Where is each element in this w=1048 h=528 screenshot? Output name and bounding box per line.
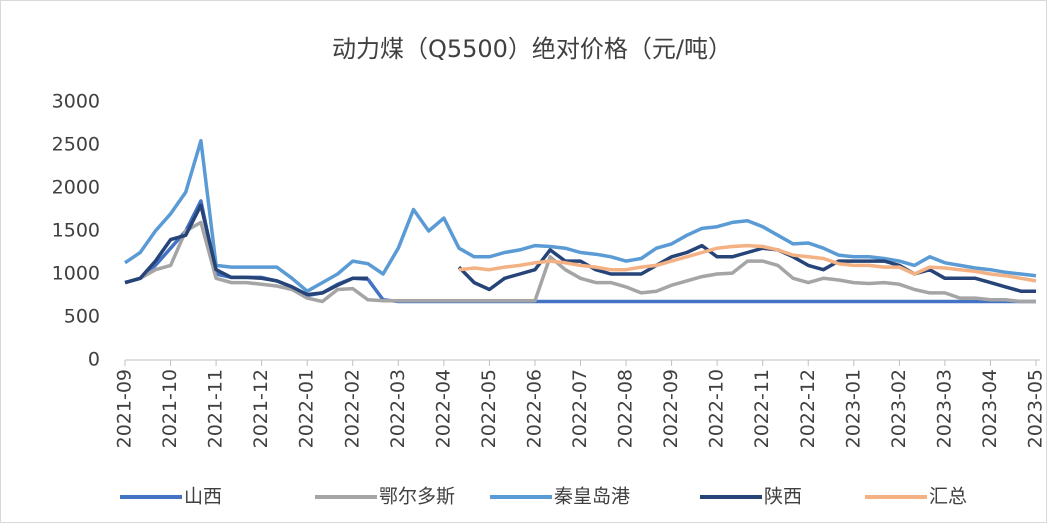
legend-label: 鄂尔多斯 [379,486,455,508]
x-tick-label: 2022-05 [478,369,500,448]
chart-title: 动力煤（Q5500）绝对价格（元/吨） [332,35,732,63]
x-tick-label: 2023-03 [933,369,955,448]
legend-label: 汇总 [929,486,967,508]
y-tick-label: 500 [64,306,100,328]
y-tick-label: 1500 [52,220,100,242]
legend-label: 山西 [184,486,222,508]
y-tick-label: 0 [88,349,100,371]
x-tick-label: 2023-01 [842,369,864,448]
x-tick-label: 2022-07 [569,369,591,448]
series-line [124,138,1037,293]
x-tick-label: 2022-09 [660,369,682,448]
x-tick-label: 2022-01 [296,369,318,448]
x-tick-label: 2021-12 [250,369,272,448]
x-tick-label: 2022-03 [387,369,409,448]
x-tick-label: 2022-11 [751,369,773,448]
series-line [458,243,1037,283]
legend-label: 秦皇岛港 [554,486,630,508]
x-tick-label: 2022-10 [706,369,728,448]
x-tick-label: 2022-08 [615,369,637,448]
y-tick-label: 3000 [52,91,100,113]
x-tick-label: 2021-10 [159,369,181,448]
x-tick-label: 2023-05 [1025,369,1047,448]
x-tick-label: 2021-09 [114,369,136,448]
x-tick-label: 2022-12 [797,369,819,448]
x-tick-label: 2023-02 [888,369,910,448]
x-tick-label: 2022-06 [523,369,545,448]
y-tick-label: 2500 [52,134,100,156]
x-tick-label: 2022-02 [341,369,363,448]
y-tick-label: 2000 [52,177,100,199]
series-line [124,220,1036,304]
legend-label: 陕西 [764,486,802,508]
x-tick-label: 2021-11 [205,369,227,448]
x-tick-label: 2022-04 [432,369,454,448]
y-tick-label: 1000 [52,263,100,285]
series-line [124,203,1036,297]
x-tick-label: 2023-04 [979,369,1001,448]
